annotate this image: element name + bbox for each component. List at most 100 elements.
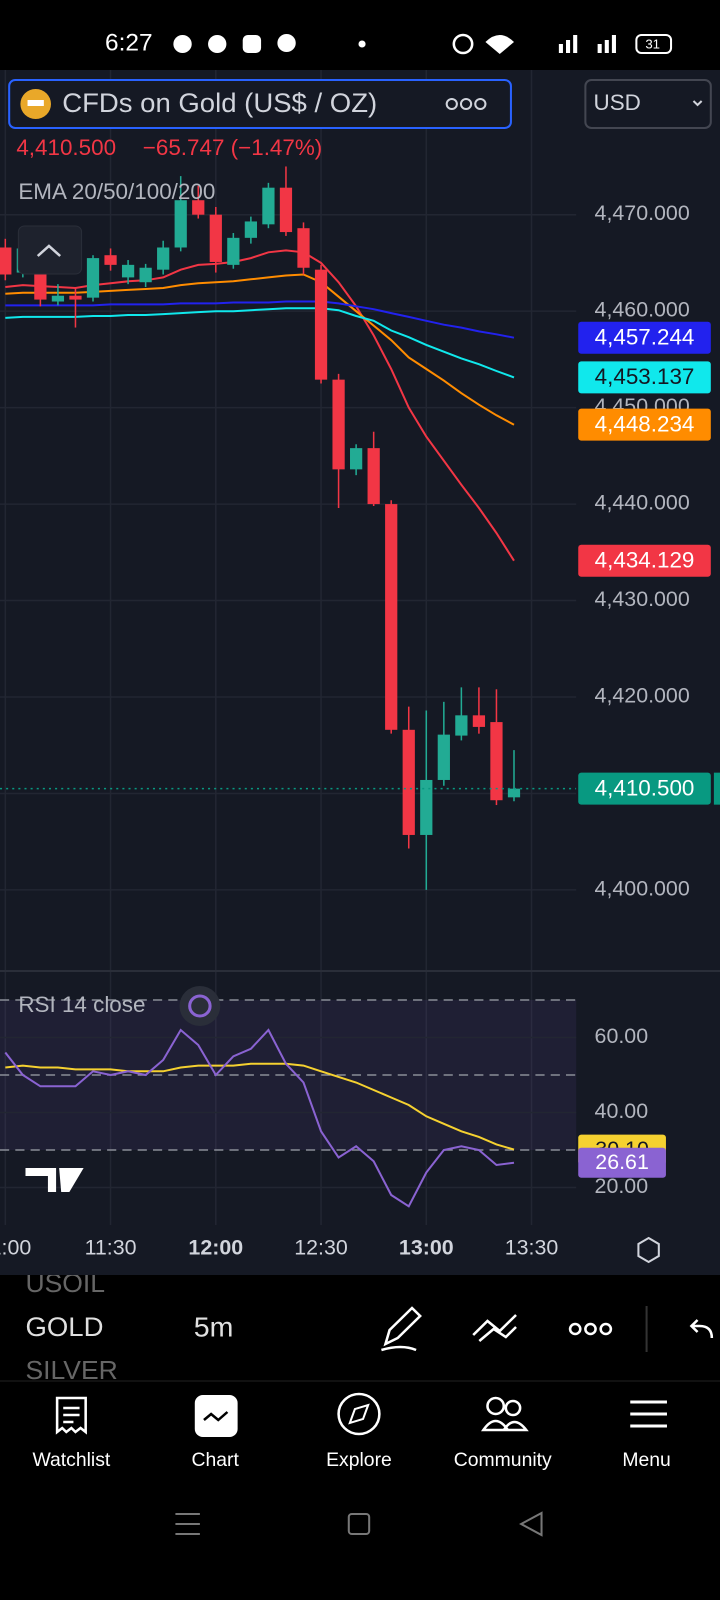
nav-label[interactable]: Chart xyxy=(192,1450,240,1471)
battery xyxy=(635,34,673,54)
explore-needle xyxy=(348,1403,370,1425)
candle-body xyxy=(385,504,398,730)
nav-label[interactable]: Explore xyxy=(326,1450,392,1471)
menu-icon xyxy=(630,1400,667,1428)
candle-body xyxy=(314,269,328,380)
chart-area xyxy=(0,70,720,1275)
android-home[interactable] xyxy=(347,1513,371,1535)
more-button[interactable] xyxy=(445,98,487,110)
rsi-refresh-icon xyxy=(188,994,212,1018)
rsi-refresh[interactable] xyxy=(179,986,221,1026)
line xyxy=(5,300,515,339)
candle-body xyxy=(279,187,293,233)
icon xyxy=(611,35,616,53)
draw-tool[interactable] xyxy=(381,1306,422,1352)
price-tag-label: 4,448.234 xyxy=(595,412,695,437)
status-bar xyxy=(0,0,720,70)
y-tick-label: 4,400.000 xyxy=(595,878,690,901)
rsi-tick-label: 40.00 xyxy=(595,1100,649,1123)
currency-select[interactable] xyxy=(584,79,712,129)
icon xyxy=(566,40,571,53)
candle-body xyxy=(157,247,170,270)
x-tick-label: 12:00 xyxy=(188,1237,243,1260)
price-tag-label: 4,434.129 xyxy=(595,548,695,573)
community-icon xyxy=(486,1396,506,1416)
candle-body xyxy=(51,295,65,302)
icon xyxy=(358,40,366,48)
candle-body xyxy=(192,200,205,215)
y-tick-label: 4,460.000 xyxy=(595,299,690,322)
candle-body xyxy=(507,788,521,798)
y-tick-label: 4,470.000 xyxy=(595,202,690,225)
icon xyxy=(208,35,227,53)
icon xyxy=(173,35,192,53)
price-tag-label: 4,410.500 xyxy=(595,776,695,801)
icon xyxy=(242,35,262,53)
rsi-tag-label: 26.61 xyxy=(595,1151,649,1174)
candle-body xyxy=(121,264,135,278)
x-tick-label: 11:30 xyxy=(85,1237,137,1260)
status-icons xyxy=(173,33,673,55)
candle-body xyxy=(244,221,257,238)
price-change: −65.747 (−1.47%) xyxy=(143,135,323,160)
symbol-next[interactable]: SILVER xyxy=(25,1355,117,1385)
price-tag xyxy=(578,544,711,577)
indicator-tool[interactable] xyxy=(472,1314,517,1342)
clock: 6:27 xyxy=(105,30,153,57)
grid xyxy=(0,70,577,1225)
symbol-current[interactable]: GOLD xyxy=(25,1311,103,1342)
price-tag xyxy=(578,408,711,441)
candle-body xyxy=(455,715,468,736)
icon xyxy=(485,35,514,54)
explore-icon xyxy=(337,1392,381,1436)
y-tick-label: 4,440.000 xyxy=(595,492,690,515)
x-tick-label: 13:00 xyxy=(399,1237,454,1260)
price-tag-edge xyxy=(713,772,720,805)
rsi-legend: RSI 14 close xyxy=(18,992,145,1017)
chart-icon-line xyxy=(203,1411,229,1422)
collapse-button[interactable] xyxy=(17,225,83,275)
candle-body xyxy=(350,448,363,470)
nav-label[interactable]: Menu xyxy=(622,1450,670,1471)
candle-body xyxy=(472,715,486,727)
candle-body xyxy=(402,729,415,835)
rsi-tag xyxy=(578,1147,666,1178)
candle-body xyxy=(262,187,275,225)
icon xyxy=(597,44,602,53)
symbol-search[interactable] xyxy=(8,79,512,129)
line xyxy=(5,307,515,379)
candle-body xyxy=(209,214,222,262)
candle-body xyxy=(437,734,450,780)
line xyxy=(5,1062,515,1151)
chart-icon xyxy=(194,1395,238,1437)
undo[interactable] xyxy=(689,1319,714,1339)
more-tools[interactable] xyxy=(568,1322,613,1336)
nav-label[interactable]: Community xyxy=(454,1450,552,1471)
candle-body xyxy=(86,258,100,298)
nav-label[interactable]: Watchlist xyxy=(32,1450,110,1471)
currency: USD xyxy=(594,90,641,115)
community-icon-body xyxy=(481,1419,529,1432)
price-tag xyxy=(578,772,711,805)
x-tick-label: 12:30 xyxy=(294,1237,348,1260)
price-tag-label: 4,453.137 xyxy=(595,364,695,389)
rsi-tick-label: 60.00 xyxy=(595,1025,649,1048)
android-back[interactable] xyxy=(519,1511,543,1537)
candle-body xyxy=(139,267,152,283)
watchlist-icon xyxy=(55,1396,87,1435)
price-tag-label: 4,457.244 xyxy=(595,325,695,350)
candle-body xyxy=(69,295,82,300)
chevron xyxy=(692,100,703,107)
settings[interactable] xyxy=(637,1236,660,1264)
last-price: 4,410.500 xyxy=(16,135,116,160)
y-tick-label: 4,430.000 xyxy=(595,588,690,611)
plot xyxy=(0,166,577,1208)
candle-body xyxy=(0,247,12,275)
icon xyxy=(558,44,563,53)
x-tick-label: 13:30 xyxy=(505,1237,559,1260)
interval[interactable]: 5m xyxy=(194,1311,234,1343)
android-recents[interactable] xyxy=(175,1513,200,1535)
icon xyxy=(277,34,296,52)
candle-body xyxy=(490,722,503,801)
